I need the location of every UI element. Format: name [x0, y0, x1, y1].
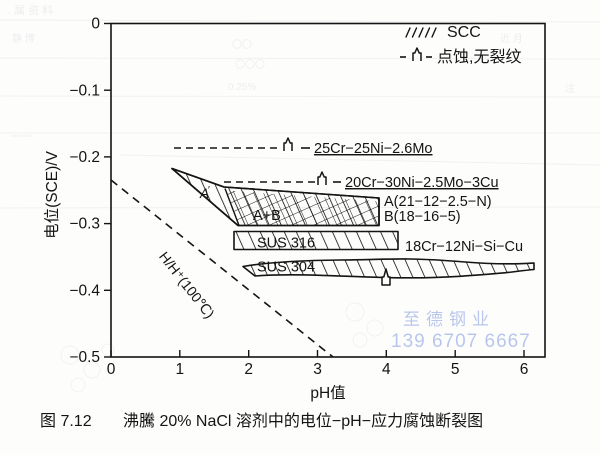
- svg-text:0: 0: [107, 361, 116, 378]
- svg-text:0: 0: [91, 16, 100, 33]
- svg-text:pH值: pH值: [310, 384, 345, 402]
- svg-text:−0.5: −0.5: [69, 349, 100, 366]
- svg-text:〇〇〇: 〇〇〇: [235, 59, 265, 71]
- svg-text:一一: 一一: [10, 131, 32, 143]
- svg-text:′: ′: [208, 185, 210, 196]
- svg-text:−0.1: −0.1: [69, 83, 100, 100]
- svg-text:SUS 304: SUS 304: [257, 260, 315, 276]
- svg-text:4: 4: [382, 361, 391, 378]
- svg-text:−0.3: −0.3: [69, 216, 100, 233]
- svg-text:0.25%: 0.25%: [228, 82, 256, 93]
- svg-text:18Cr−12Ni−Si−Cu: 18Cr−12Ni−Si−Cu: [405, 239, 523, 255]
- svg-text:−0.4: −0.4: [69, 283, 100, 300]
- svg-text:5: 5: [451, 361, 460, 378]
- svg-text:点蚀,无裂纹: 点蚀,无裂纹: [437, 48, 521, 66]
- svg-text:近 月: 近 月: [500, 32, 523, 45]
- svg-text:电位(SCE)/V: 电位(SCE)/V: [43, 150, 61, 239]
- svg-text:3: 3: [313, 361, 322, 378]
- svg-text:图 7.12: 图 7.12: [40, 413, 92, 430]
- svg-text:A(21−12−2.5−N): A(21−12−2.5−N): [384, 194, 492, 210]
- svg-text:20Cr−30Ni−2.5Mo−3Cu: 20Cr−30Ni−2.5Mo−3Cu: [345, 175, 499, 191]
- svg-text:1: 1: [175, 361, 184, 378]
- svg-text:2: 2: [244, 361, 253, 378]
- svg-text:至德钢业: 至德钢业: [403, 310, 495, 329]
- svg-text:139 6707 6667: 139 6707 6667: [391, 331, 531, 352]
- svg-text:. 属 资 料: . 属 资 料: [8, 3, 53, 17]
- svg-text:注: 注: [565, 82, 575, 95]
- svg-text:B(18−16−5): B(18−16−5): [384, 209, 461, 225]
- svg-text:静 博: 静 博: [12, 32, 35, 45]
- svg-text:6: 6: [520, 361, 529, 378]
- svg-text:25Cr−25Ni−2.6Mo: 25Cr−25Ni−2.6Mo: [314, 141, 433, 157]
- svg-text:〇〇: 〇〇: [232, 39, 252, 51]
- svg-text:SUS 316: SUS 316: [257, 236, 315, 252]
- svg-text:A+B: A+B: [253, 208, 281, 224]
- svg-text:SCC: SCC: [447, 24, 481, 41]
- svg-text:沸騰 20% NaCl 溶剂中的电位−pH−应力腐蚀断裂图: 沸騰 20% NaCl 溶剂中的电位−pH−应力腐蚀断裂图: [123, 411, 483, 430]
- svg-text:−0.2: −0.2: [69, 149, 100, 166]
